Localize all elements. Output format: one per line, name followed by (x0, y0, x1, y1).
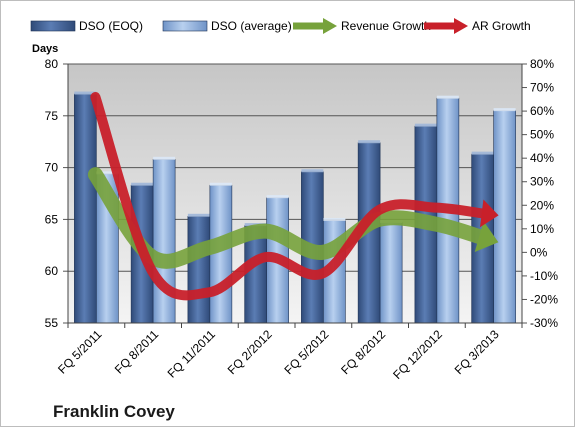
left-tick-label: 75 (45, 109, 59, 123)
bar-top-cap (131, 182, 154, 186)
bar-dso-eoq (74, 93, 97, 324)
legend-arrowhead (454, 18, 468, 34)
ar-growth-line (90, 91, 488, 301)
bar-top-cap (96, 171, 119, 175)
left-axis-ticks: 55 60 65 70 75 80 (45, 57, 68, 330)
bar-top-cap (209, 182, 232, 186)
growth-lines (87, 91, 499, 301)
legend-label: AR Growth (472, 19, 531, 33)
right-tick-label: -20% (530, 292, 558, 306)
bar-top-cap (266, 195, 289, 199)
bar-top-cap (493, 108, 516, 112)
revenue-growth-arrowhead (474, 221, 499, 253)
bar-top-cap (323, 217, 346, 221)
legend-arrowhead (323, 18, 337, 34)
legend-label: Revenue Growth (341, 19, 431, 33)
bar-top-cap (301, 169, 324, 173)
bar-dso-average (493, 110, 516, 324)
legend-swatch-dso-eoq (30, 20, 76, 32)
left-tick-label: 60 (45, 264, 59, 278)
x-tick-label: FQ 12/2012 (390, 327, 445, 382)
x-tick-label: FQ 5/2011 (55, 327, 105, 377)
right-tick-label: 60% (530, 104, 554, 118)
x-tick-label: FQ 2/2012 (225, 327, 275, 377)
legend-label: DSO (EOQ) (79, 19, 143, 33)
revenue-growth-line (87, 167, 491, 269)
bar-dso-eoq (187, 215, 211, 324)
x-tick-label: FQ 8/2011 (112, 327, 162, 377)
right-tick-label: 80% (530, 57, 554, 71)
right-tick-label: 0% (530, 245, 548, 259)
x-tick-label: FQ 11/2011 (165, 327, 219, 381)
ar-growth-arrowhead (479, 199, 499, 228)
legend-label: DSO (average) (211, 19, 292, 33)
left-tick-label: 80 (45, 57, 59, 71)
bar-top-cap (436, 95, 459, 99)
legend-swatch-dso-average (162, 20, 208, 32)
right-tick-label: 30% (530, 175, 554, 189)
bar-top-cap (471, 151, 494, 155)
x-tick-label: FQ 8/2012 (338, 327, 388, 377)
right-tick-label: 50% (530, 128, 554, 142)
bar-top-cap (153, 156, 176, 160)
right-tick-label: 40% (530, 151, 554, 165)
x-tick-label: FQ 5/2012 (282, 327, 332, 377)
right-axis-ticks: -30% -20% -10% 0% 10% 20% 30% 40% 50% 60% 70% 80% (522, 57, 558, 330)
right-tick-label: 10% (530, 222, 554, 236)
bar-top-cap (414, 123, 437, 127)
bar-top-cap (358, 140, 381, 144)
left-tick-label: 55 (45, 316, 59, 330)
bar-top-cap (187, 213, 210, 217)
right-tick-label: -10% (530, 269, 558, 283)
y-axis-title: Days (32, 43, 58, 55)
x-axis-ticks: FQ 5/2011 FQ 8/2011 FQ 11/2011 FQ 2/2012 FQ … (55, 323, 523, 382)
right-tick-label: 20% (530, 198, 554, 212)
company-label: Franklin Covey (53, 402, 175, 421)
bar-dso-average (379, 222, 403, 324)
left-tick-label: 65 (45, 212, 59, 226)
legend: DSO (EOQ) DSO (average) Revenue Growth AR G… (30, 18, 531, 34)
x-tick-label: FQ 3/2013 (452, 327, 502, 377)
right-tick-label: 70% (530, 81, 554, 95)
right-tick-label: -30% (530, 316, 558, 330)
left-tick-label: 70 (45, 161, 59, 175)
bar-dso-average (152, 159, 176, 324)
bar-top-cap (74, 91, 97, 95)
